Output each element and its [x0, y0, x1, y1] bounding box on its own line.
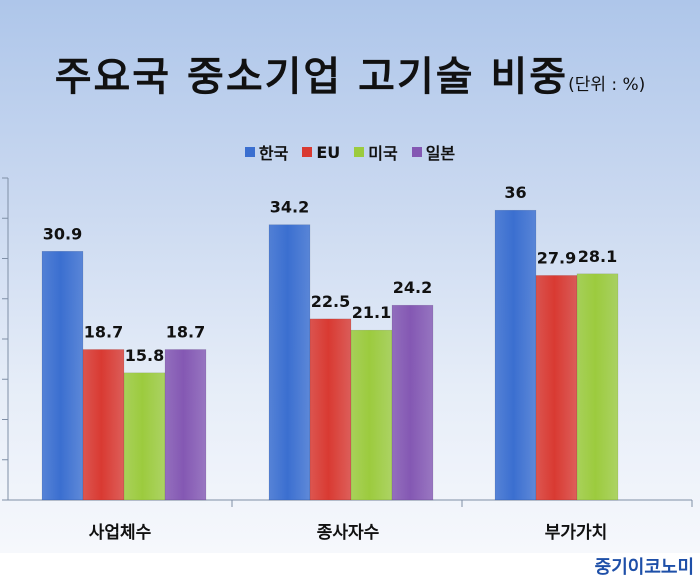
- bar-0-2: [123, 372, 166, 501]
- data-label-0-3: 18.7: [166, 322, 205, 341]
- category-label-0: 사업체수: [89, 523, 152, 543]
- data-label-0-0: 30.9: [43, 224, 82, 243]
- bar-0-3: [164, 349, 207, 501]
- legend-swatch-japan: [411, 147, 422, 157]
- data-label-2-2: 28.1: [578, 247, 617, 266]
- bar-2-1: [535, 275, 578, 501]
- bar-chart: 30.9 18.715.818.7 사업체수 34.2 22.521.124.2 종사자수…: [2, 177, 693, 543]
- legend-label-japan: 일본: [425, 144, 456, 163]
- bar-1-0: [268, 224, 311, 501]
- legend-item-eu: EU: [302, 140, 340, 164]
- data-label-1-0: 34.2: [270, 198, 309, 217]
- data-label-2-0: 36: [504, 183, 526, 202]
- bar-1-1: [309, 318, 352, 501]
- data-label-2-1: 27.9: [537, 248, 576, 267]
- brand-logo-text: 중기이코노미: [594, 557, 694, 578]
- legend-swatch-usa: [354, 147, 365, 157]
- bar-1-3: [391, 304, 434, 501]
- legend-label-korea: 한국: [258, 144, 289, 163]
- bar-2-2: [576, 273, 619, 501]
- legend-item-japan: 일본: [411, 140, 456, 164]
- legend: 한국 EU 미국 일본: [0, 140, 700, 164]
- data-label-1-2: 21.1: [352, 303, 391, 322]
- legend-label-eu: EU: [316, 142, 341, 162]
- data-label-0-2: 15.8: [125, 346, 164, 365]
- data-label-0-1: 18.7: [84, 322, 123, 341]
- legend-swatch-eu: [302, 147, 313, 157]
- bar-0-0: [41, 251, 84, 501]
- legend-swatch-korea: [244, 147, 255, 157]
- legend-label-usa: 미국: [368, 144, 398, 163]
- bar-1-2: [350, 329, 393, 501]
- data-label-1-3: 24.2: [393, 278, 432, 297]
- legend-item-korea: 한국: [244, 140, 289, 164]
- category-label-2: 부가가치: [545, 523, 608, 543]
- bar-0-1: [82, 349, 125, 501]
- data-label-1-1: 22.5: [311, 292, 350, 311]
- unit-label: (단위 : %): [568, 75, 646, 95]
- title-text: 주요국 중소기업 고기술 비중: [54, 54, 569, 100]
- category-label-1: 종사자수: [317, 523, 380, 543]
- legend-item-usa: 미국: [354, 140, 398, 164]
- bar-2-0: [494, 209, 537, 501]
- chart-title: 주요국 중소기업 고기술 비중(단위 : %): [0, 44, 700, 102]
